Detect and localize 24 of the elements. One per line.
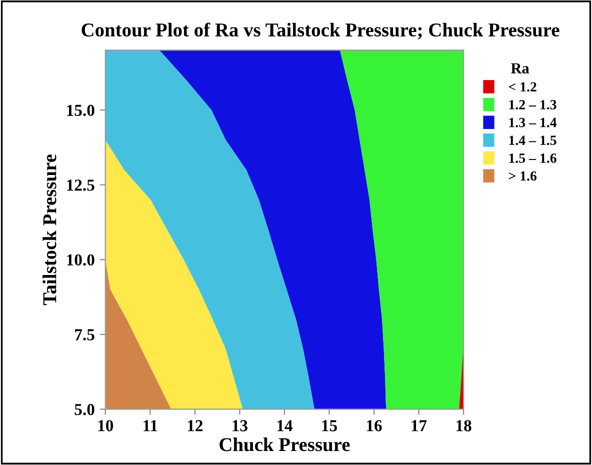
legend-label: 1.3 – 1.4	[509, 118, 557, 128]
x-tick-label: 16	[367, 420, 382, 432]
legend-label: > 1.6	[508, 171, 537, 181]
y-tick-label: 7.5	[75, 329, 94, 340]
x-tick-label: 13	[232, 420, 248, 432]
legend-label: 1.5 – 1.6	[509, 154, 556, 163]
y-axis-title: Tailstock Pressure	[42, 154, 56, 306]
x-tick-label: 17	[412, 420, 427, 432]
legend-label: < 1.2	[508, 82, 536, 92]
y-tick-label: 5.0	[74, 404, 94, 416]
y-tick-label: 10.0	[67, 254, 94, 266]
legend-title: Ra	[510, 63, 530, 74]
x-tick-label: 18	[456, 420, 472, 432]
x-tick-label: 10	[98, 420, 114, 432]
x-tick-label: 12	[188, 420, 203, 432]
x-tick-label: 11	[144, 420, 158, 432]
chart-title: Contour Plot of Ra vs Tailstock Pressure; Chuck Pressure	[82, 22, 560, 40]
x-tick-label: 14	[277, 420, 292, 432]
x-tick-label: 15	[322, 420, 337, 432]
x-axis-title: Chuck Pressure	[220, 438, 350, 452]
legend-label: 1.2 – 1.3	[509, 100, 556, 110]
y-tick-label: 15.0	[67, 104, 94, 116]
y-tick-label: 12.5	[67, 180, 94, 191]
legend-label: 1.4 – 1.5	[509, 136, 556, 146]
